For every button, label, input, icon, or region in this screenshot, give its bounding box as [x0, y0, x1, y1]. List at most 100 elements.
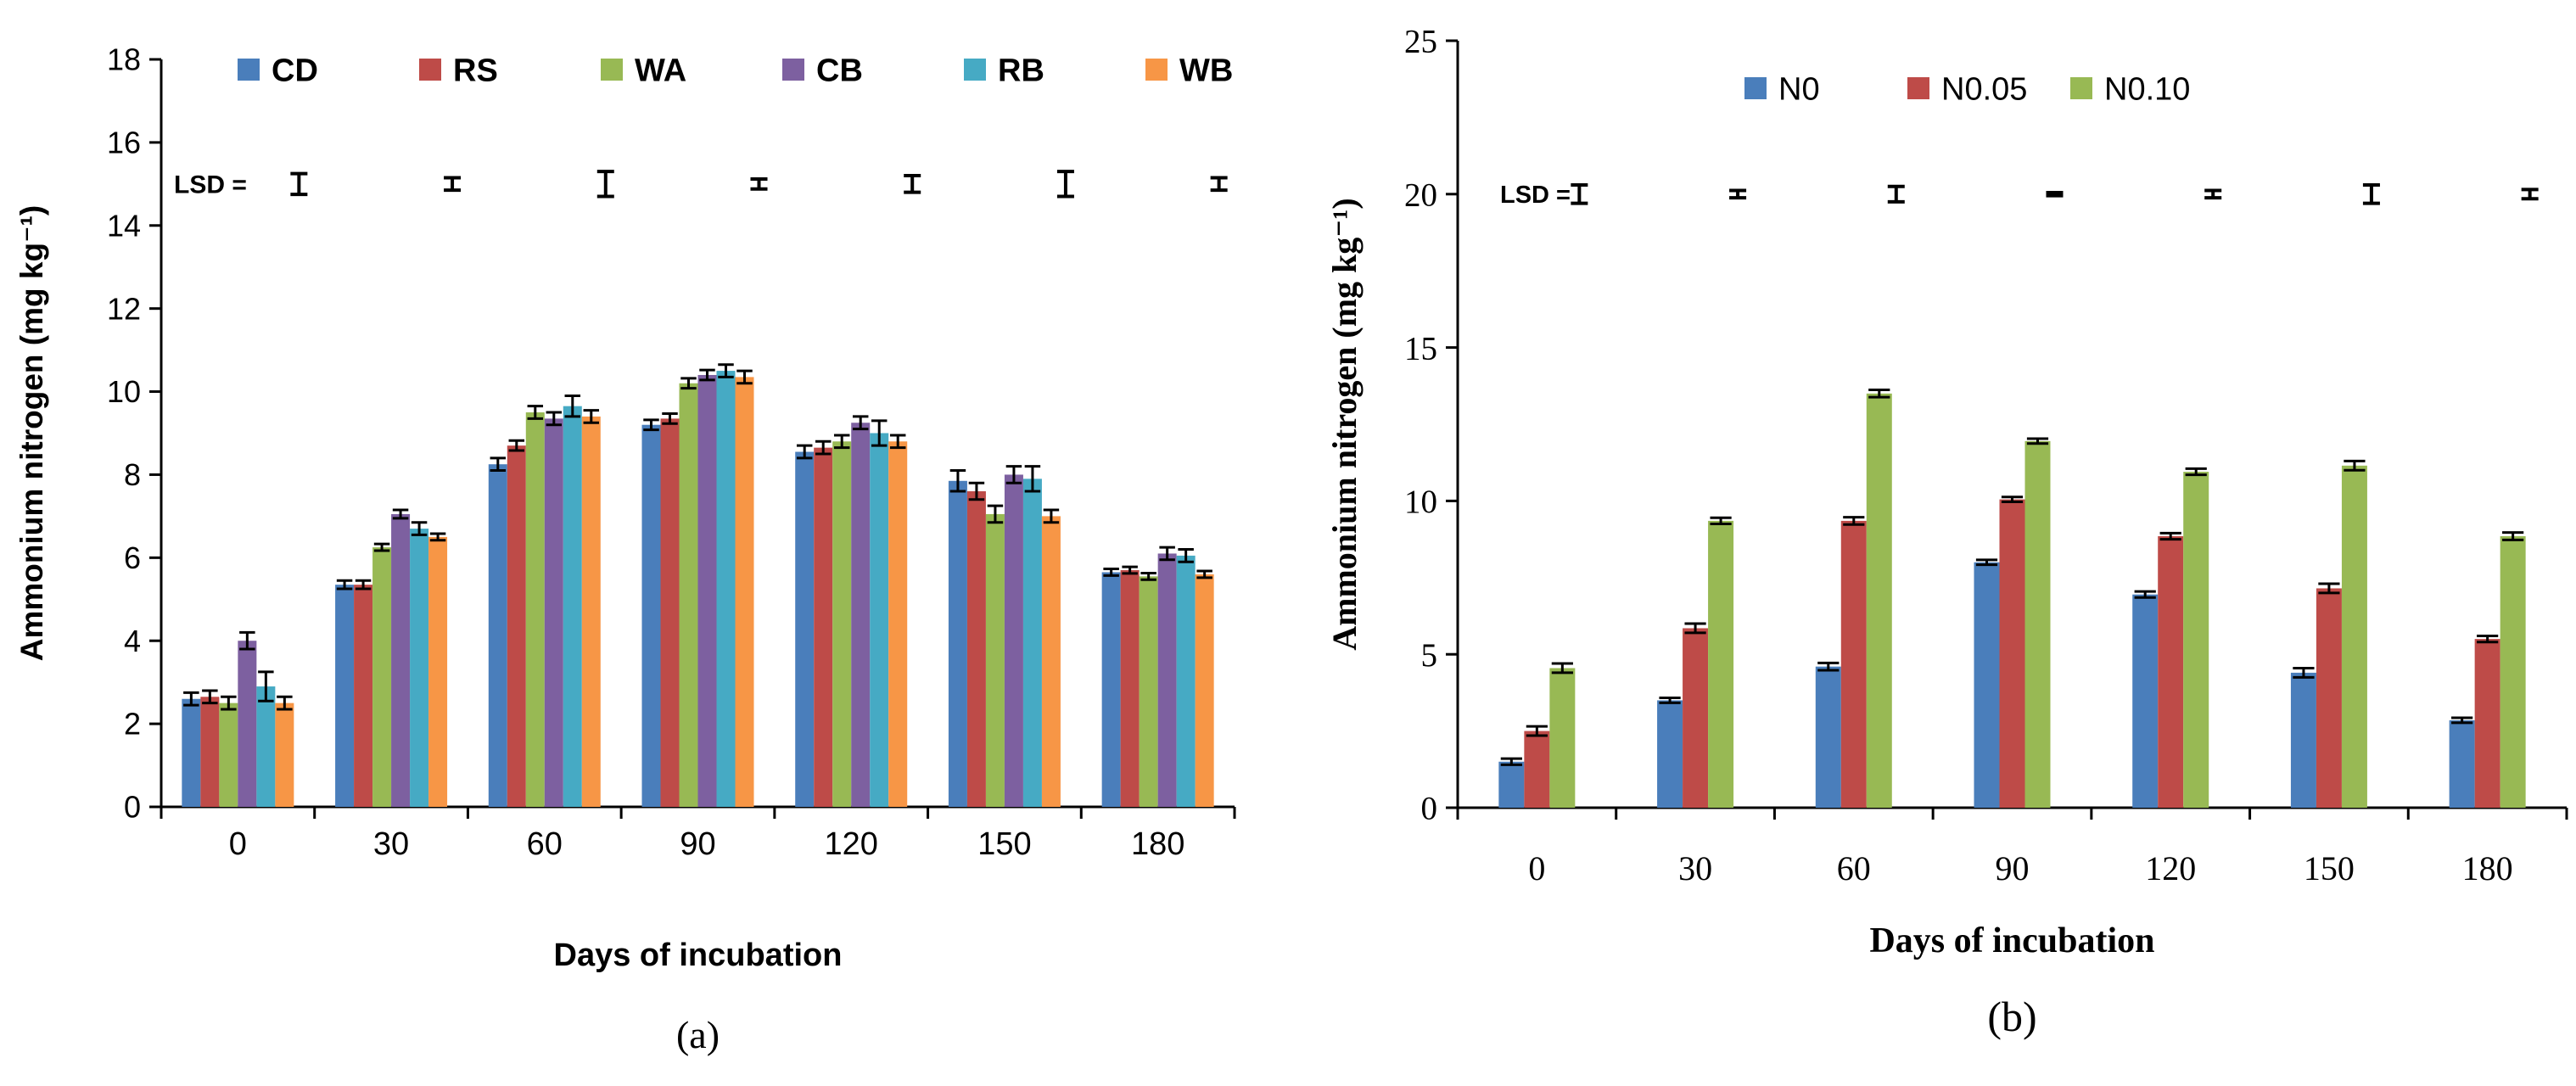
y-tick-label: 2: [124, 707, 141, 742]
y-tick-label: 10: [1404, 484, 1437, 520]
x-tick-label: 120: [2145, 849, 2196, 887]
bar: [391, 513, 411, 807]
bar: [507, 445, 526, 807]
x-tick-label: 90: [1996, 849, 2030, 887]
bar: [716, 371, 736, 807]
y-tick-label: 25: [1404, 24, 1437, 60]
bar: [1974, 562, 2000, 808]
x-tick-label: 0: [229, 826, 247, 862]
legend-label: N0.10: [2104, 72, 2190, 108]
legend-label: WB: [1179, 53, 1233, 89]
y-tick-label: 6: [124, 540, 141, 575]
x-tick-label: 150: [977, 826, 1031, 862]
bar: [679, 383, 698, 807]
bar: [1498, 761, 1525, 808]
bar: [851, 423, 871, 807]
bar: [1101, 572, 1121, 807]
bar: [870, 433, 889, 807]
y-tick-label: 18: [107, 42, 141, 77]
legend-label: CB: [816, 53, 863, 89]
bar: [2158, 535, 2184, 808]
bar: [660, 418, 680, 807]
bar: [219, 703, 238, 807]
bar: [428, 536, 448, 807]
x-tick-label: 120: [825, 826, 878, 862]
bar: [1549, 668, 1576, 808]
y-tick-label: 16: [107, 125, 141, 160]
y-tick-label: 0: [1421, 791, 1438, 827]
bar: [544, 418, 563, 807]
x-tick-label: 150: [2304, 849, 2355, 887]
legend-swatch: [964, 59, 986, 81]
y-axis-title: Ammonium nitrogen (mg kg⁻¹): [1325, 198, 1364, 650]
bar: [1120, 570, 1140, 807]
bar: [888, 441, 908, 807]
bar: [966, 491, 986, 807]
legend-label: CD: [272, 53, 318, 89]
x-tick-label: 180: [1131, 826, 1184, 862]
y-axis-title: Ammonium nitrogen (mg kg⁻¹): [14, 205, 49, 662]
bar: [2474, 639, 2500, 808]
bar: [410, 529, 429, 807]
bar: [1657, 700, 1683, 808]
legend-swatch: [782, 59, 804, 81]
bar: [354, 585, 373, 807]
bar: [2341, 465, 2367, 808]
bar: [814, 447, 833, 807]
x-tick-label: 30: [373, 826, 409, 862]
lsd-label: LSD =: [174, 171, 247, 199]
y-tick-label: 5: [1421, 637, 1438, 674]
panel-label: (b): [1987, 993, 2036, 1040]
bar: [641, 424, 661, 807]
bar: [335, 585, 355, 807]
legend-swatch: [238, 59, 260, 81]
legend-label: WA: [635, 53, 686, 89]
legend-swatch: [1145, 59, 1168, 81]
bar: [2449, 719, 2475, 808]
bar: [372, 547, 392, 807]
bar: [1004, 474, 1023, 807]
y-tick-label: 4: [124, 624, 141, 658]
bar: [1840, 520, 1867, 808]
x-tick-label: 60: [1837, 849, 1871, 887]
bar: [2316, 588, 2342, 808]
bar: [832, 441, 852, 807]
bar: [238, 641, 257, 807]
legend-swatch: [419, 59, 441, 81]
bar: [2500, 535, 2526, 808]
bar: [1815, 666, 1841, 808]
x-axis-title: Days of incubation: [1869, 921, 2154, 960]
legend-swatch: [1744, 77, 1767, 99]
legend-swatch: [1907, 77, 1929, 99]
bar: [2183, 472, 2209, 808]
bar: [200, 697, 220, 807]
y-tick-label: 20: [1404, 176, 1437, 213]
bar: [275, 703, 294, 807]
bar: [525, 412, 545, 807]
panel-label: (a): [676, 1013, 720, 1056]
bar: [563, 406, 582, 807]
bar: [488, 464, 507, 807]
bar: [1176, 555, 1196, 807]
legend-swatch: [601, 59, 623, 81]
bar: [1041, 516, 1061, 807]
bar: [256, 686, 276, 807]
y-tick-label: 12: [107, 291, 141, 326]
bar: [1139, 576, 1158, 807]
y-tick-label: 15: [1404, 330, 1437, 367]
bar: [1708, 520, 1734, 808]
bar: [697, 374, 717, 807]
x-tick-label: 30: [1678, 849, 1712, 887]
bar: [581, 416, 601, 807]
x-tick-label: 60: [527, 826, 563, 862]
y-tick-label: 8: [124, 457, 141, 492]
y-tick-label: 0: [124, 790, 141, 825]
legend-label: N0: [1778, 72, 1820, 108]
y-tick-label: 14: [107, 208, 141, 243]
bar: [1157, 553, 1177, 807]
bar: [2132, 594, 2159, 808]
bar: [795, 451, 815, 807]
bar: [1683, 628, 1709, 808]
